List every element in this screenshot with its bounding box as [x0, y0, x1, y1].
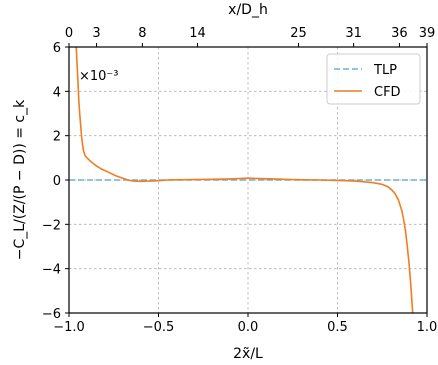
top-tick-label: 39	[419, 26, 436, 41]
top-tick-label: 14	[189, 26, 206, 41]
top-axis-title: x/D_h	[228, 2, 268, 18]
top-tick-label: 31	[345, 26, 362, 41]
y-scale-label: ×10⁻³	[79, 69, 119, 84]
x-tick-label: 1.0	[417, 320, 438, 335]
y-tick-label: 4	[53, 85, 61, 100]
x-tick-label: −0.5	[143, 320, 175, 335]
series-line-cfd	[75, 47, 414, 313]
x-tick-label: 0.5	[327, 320, 348, 335]
legend-label-cfd: CFD	[374, 85, 401, 100]
x-tick-label: −1.0	[53, 320, 85, 335]
legend: TLP CFD	[326, 53, 421, 105]
top-tick-label: 3	[92, 26, 100, 41]
y-tick-label: −4	[42, 263, 61, 278]
y-tick-label: 6	[53, 41, 61, 56]
top-tick-label: 0	[65, 26, 73, 41]
y-tick-label: −6	[42, 307, 61, 322]
x-tick-label: 0.0	[238, 320, 259, 335]
y-tick-label: 2	[53, 130, 61, 145]
y-tick-label: −2	[42, 218, 61, 233]
series-layer	[69, 47, 427, 313]
top-tick-label: 36	[391, 26, 408, 41]
top-tick-label: 25	[290, 26, 307, 41]
legend-label-tlp: TLP	[373, 63, 397, 78]
y-axis-title: −C_L/(Z/(P − D)) = c_k	[12, 99, 28, 260]
x-axis-title: 2x̃/L	[233, 346, 263, 362]
top-tick-label: 8	[138, 26, 146, 41]
y-tick-label: 0	[53, 174, 61, 189]
